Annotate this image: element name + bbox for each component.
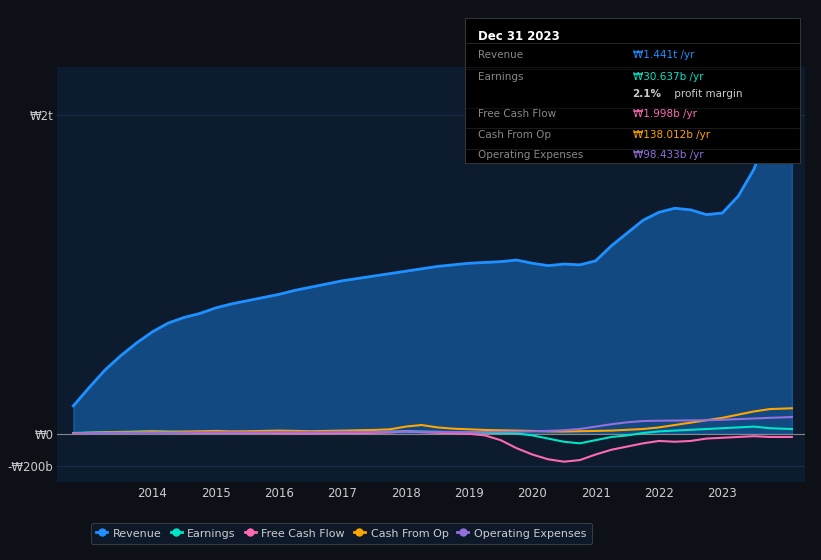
Text: ₩1.441t /yr: ₩1.441t /yr (632, 50, 694, 60)
Legend: Revenue, Earnings, Free Cash Flow, Cash From Op, Operating Expenses: Revenue, Earnings, Free Cash Flow, Cash … (91, 522, 592, 544)
Text: ₩1.998b /yr: ₩1.998b /yr (632, 109, 696, 119)
Text: ₩30.637b /yr: ₩30.637b /yr (632, 72, 703, 82)
Text: Free Cash Flow: Free Cash Flow (479, 109, 557, 119)
Text: Revenue: Revenue (479, 50, 524, 60)
Text: Dec 31 2023: Dec 31 2023 (479, 30, 560, 43)
Text: Operating Expenses: Operating Expenses (479, 150, 584, 160)
Text: ₩138.012b /yr: ₩138.012b /yr (632, 130, 709, 139)
Text: Earnings: Earnings (479, 72, 524, 82)
Text: Cash From Op: Cash From Op (479, 130, 552, 139)
Text: 2.1%: 2.1% (632, 89, 662, 99)
Text: ₩98.433b /yr: ₩98.433b /yr (632, 150, 703, 160)
Text: profit margin: profit margin (671, 89, 742, 99)
